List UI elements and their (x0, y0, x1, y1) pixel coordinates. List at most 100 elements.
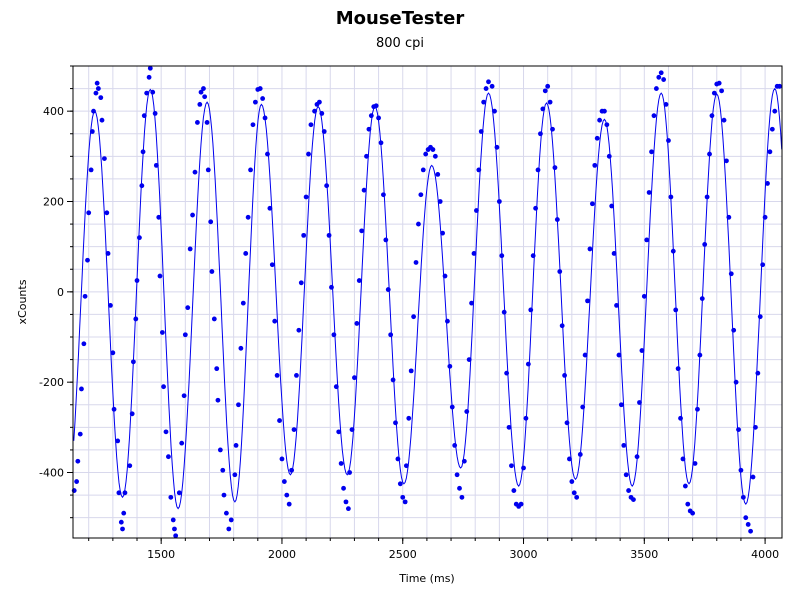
data-point (594, 135, 600, 141)
data-point (383, 237, 389, 243)
data-point (150, 89, 156, 95)
data-point (767, 149, 773, 155)
data-point (179, 440, 185, 446)
data-point (272, 318, 278, 324)
data-point (416, 221, 421, 227)
data-point (728, 271, 734, 277)
data-point (740, 494, 746, 500)
data-point (77, 431, 83, 437)
data-point (168, 494, 174, 500)
data-point (312, 108, 317, 114)
data-point (471, 251, 477, 256)
data-point (611, 251, 617, 256)
data-point (530, 253, 536, 259)
data-point (709, 113, 715, 119)
y-axis-label: xCounts (16, 279, 29, 324)
data-point (326, 232, 332, 238)
data-point (651, 113, 657, 119)
data-point (403, 463, 409, 469)
data-point (589, 201, 595, 207)
data-point (413, 260, 419, 265)
data-point (528, 307, 534, 313)
y-tick-label: 400 (43, 105, 64, 118)
data-point (726, 214, 732, 220)
data-point (163, 429, 169, 435)
fit-line-layer (73, 87, 783, 510)
data-point (486, 79, 491, 85)
data-point (457, 485, 462, 491)
data-point (129, 411, 135, 417)
data-point (692, 461, 698, 466)
data-point (478, 129, 484, 134)
data-point (221, 492, 227, 498)
data-point (666, 138, 671, 143)
data-point (748, 528, 753, 534)
data-point (336, 429, 342, 435)
data-point (201, 86, 206, 91)
data-point (333, 384, 339, 390)
data-point (146, 74, 152, 80)
data-point (378, 140, 384, 146)
data-point (281, 479, 287, 484)
data-point (308, 122, 314, 128)
data-point (356, 278, 362, 283)
data-point (574, 494, 580, 500)
y-tick-label: 0 (57, 286, 64, 299)
data-point (653, 86, 659, 91)
data-point (435, 172, 441, 177)
data-point (133, 316, 139, 322)
data-point (682, 483, 688, 489)
data-point (562, 372, 567, 378)
data-point (343, 499, 349, 505)
data-point (291, 427, 297, 432)
data-point (99, 117, 105, 123)
data-point (521, 465, 526, 471)
data-point (105, 251, 111, 256)
data-point (661, 77, 667, 82)
data-point (267, 205, 273, 211)
data-point (341, 485, 346, 491)
data-point (238, 345, 244, 351)
data-point (85, 257, 90, 263)
data-point (121, 510, 127, 516)
data-point (469, 300, 474, 306)
data-point (592, 162, 598, 168)
data-point (359, 228, 365, 234)
data-point (440, 230, 445, 236)
data-point (538, 131, 543, 137)
data-point (400, 494, 406, 500)
data-point (176, 490, 182, 496)
data-point (494, 144, 500, 150)
data-point (646, 190, 652, 195)
data-point (411, 314, 417, 320)
data-point (228, 517, 234, 523)
data-point (204, 120, 210, 125)
data-point (772, 108, 778, 114)
data-point (81, 341, 87, 347)
data-point (190, 212, 195, 218)
data-point (466, 357, 472, 362)
data-point (243, 251, 249, 256)
data-point (381, 192, 386, 198)
data-point (208, 219, 214, 225)
data-point (614, 302, 619, 308)
data-point (284, 492, 290, 498)
data-point (159, 330, 165, 335)
data-point (724, 158, 729, 164)
data-point (111, 406, 117, 412)
x-tick-label: 3500 (630, 548, 658, 561)
data-point (211, 316, 217, 322)
grid-layer (73, 65, 782, 538)
data-point (408, 368, 414, 374)
data-point (525, 361, 531, 367)
data-point (388, 332, 394, 338)
data-point (187, 246, 193, 252)
data-point (139, 183, 145, 189)
data-point (223, 510, 229, 516)
data-point (552, 165, 558, 171)
chart-subtitle: 800 cpi (376, 36, 424, 51)
data-point (214, 366, 220, 372)
data-point (368, 113, 374, 119)
data-point (437, 199, 443, 204)
data-point (557, 269, 563, 274)
